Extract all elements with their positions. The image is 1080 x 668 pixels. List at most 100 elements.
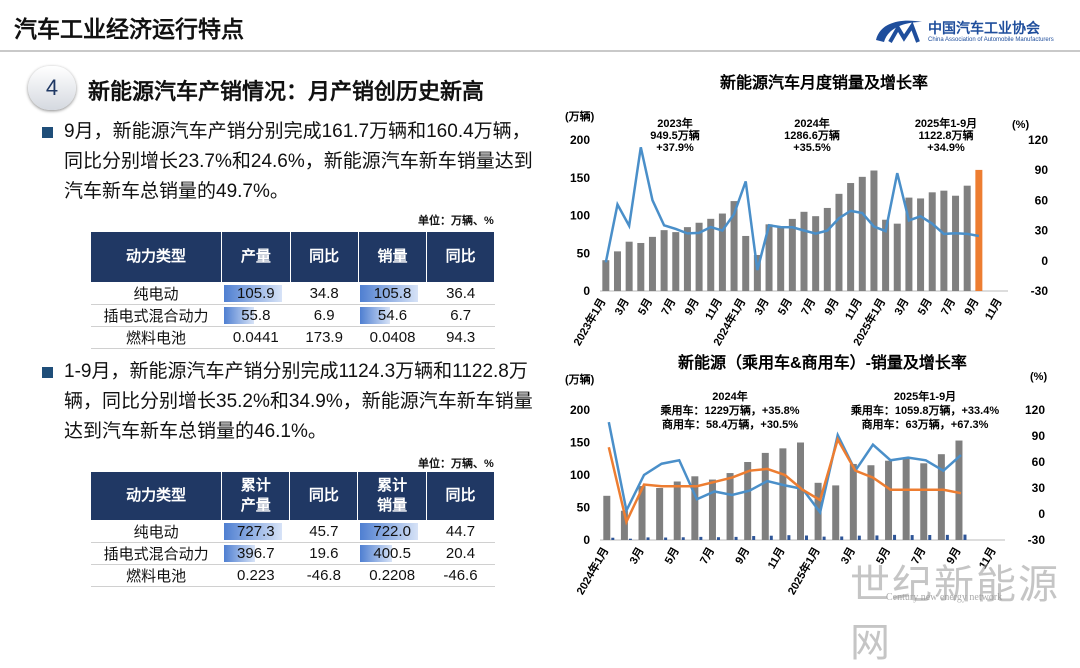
bar bbox=[835, 194, 842, 291]
cell-text: 173.9 bbox=[305, 329, 343, 346]
cell: 0.2208 bbox=[358, 565, 427, 587]
header-rule bbox=[0, 50, 1080, 52]
x-tick-label: 11月 bbox=[765, 545, 788, 571]
y-tick-label: 0 bbox=[583, 284, 590, 298]
cell: 19.6 bbox=[290, 543, 358, 565]
cell-text: 插电式混合动力 bbox=[104, 546, 209, 563]
y2-tick-label: 120 bbox=[1025, 403, 1045, 417]
bar bbox=[875, 535, 878, 540]
bar bbox=[929, 192, 936, 291]
y2-tick-label: 0 bbox=[1038, 507, 1045, 521]
bar bbox=[812, 216, 819, 291]
y2-tick-label: 90 bbox=[1035, 163, 1049, 177]
bar bbox=[717, 537, 720, 540]
x-tick-label: 9月 bbox=[732, 545, 752, 566]
cell-text: 722.0 bbox=[373, 523, 411, 540]
annotation: 2025年1-9月 bbox=[894, 389, 956, 403]
header-row: 动力类型产量同比销量同比 bbox=[91, 232, 495, 283]
bar bbox=[859, 177, 866, 291]
annotation: 2023年 bbox=[657, 116, 692, 130]
y2-tick-label: 90 bbox=[1032, 429, 1046, 443]
cell: 燃料电池 bbox=[91, 327, 222, 349]
x-tick-label: 2025年1月 bbox=[784, 545, 822, 598]
bar bbox=[952, 196, 959, 291]
bar bbox=[940, 191, 947, 291]
x-tick-label: 9月 bbox=[962, 296, 982, 317]
bar bbox=[762, 453, 769, 540]
annotation: 商用车：58.4万辆，+30.5% bbox=[662, 417, 798, 431]
header-row: 动力类型累计 产量同比累计 销量同比 bbox=[91, 472, 495, 521]
y2-tick-label: 120 bbox=[1028, 133, 1048, 147]
bar bbox=[626, 242, 633, 291]
cell: -46.6 bbox=[426, 565, 494, 587]
bar bbox=[672, 232, 679, 291]
logo-english: China Association of Automobile Manufact… bbox=[928, 37, 1054, 43]
cell: 727.3 bbox=[222, 521, 290, 543]
cell-text: 0.0441 bbox=[233, 329, 279, 346]
cell: 94.3 bbox=[427, 327, 495, 349]
y-axis-label: (万辆) bbox=[565, 109, 595, 123]
cell: 44.7 bbox=[426, 521, 494, 543]
bar bbox=[603, 496, 610, 540]
bar bbox=[885, 461, 892, 540]
cell: 400.5 bbox=[358, 543, 427, 565]
bar bbox=[674, 482, 681, 541]
y-tick-label: 150 bbox=[570, 436, 590, 450]
cell-text: 0.223 bbox=[237, 567, 275, 584]
y2-tick-label: 0 bbox=[1041, 254, 1048, 268]
x-tick-label: 3月 bbox=[627, 545, 647, 566]
cell-text: 36.4 bbox=[446, 285, 475, 302]
cell-text: 19.6 bbox=[309, 545, 338, 562]
cell: 45.7 bbox=[290, 521, 358, 543]
annotation: 商用车：63万辆，+67.3% bbox=[862, 417, 989, 431]
y-tick-label: 100 bbox=[570, 468, 590, 482]
bar bbox=[699, 537, 702, 540]
bar bbox=[664, 538, 667, 540]
y-tick-label: 100 bbox=[570, 209, 590, 223]
bar bbox=[779, 448, 786, 540]
cell-text: 44.7 bbox=[446, 523, 475, 540]
y2-tick-label: 60 bbox=[1032, 455, 1046, 469]
y2-axis-label: (%) bbox=[1012, 119, 1029, 131]
bar bbox=[823, 537, 826, 540]
watermark: 世纪新能源网 bbox=[850, 552, 1080, 668]
cell-text: 94.3 bbox=[446, 329, 475, 346]
unit: 单位：万辆、% bbox=[418, 455, 494, 471]
annotation: 2024年 bbox=[712, 389, 747, 403]
cell-text: 54.6 bbox=[378, 307, 407, 324]
cell-text: 燃料电池 bbox=[126, 330, 186, 347]
y2-tick-label: -30 bbox=[1028, 533, 1046, 547]
bar bbox=[920, 463, 927, 540]
bar bbox=[911, 535, 914, 540]
y2-tick-label: 60 bbox=[1035, 193, 1049, 207]
y2-tick-label: -30 bbox=[1031, 284, 1049, 298]
bar bbox=[611, 538, 614, 540]
cell: 54.6 bbox=[358, 305, 427, 327]
chart-title: 新能源汽车月度销量及增长率 bbox=[720, 73, 928, 92]
bullet: 9月，新能源汽车产销分别完成161.7万辆和160.4万辆，同比分别增长23.7… bbox=[40, 117, 540, 207]
bar bbox=[647, 537, 650, 540]
bar bbox=[742, 236, 749, 291]
cell: 插电式混合动力 bbox=[91, 305, 222, 327]
cell: 105.9 bbox=[222, 283, 291, 305]
cell: 6.7 bbox=[427, 305, 495, 327]
cell: -46.8 bbox=[290, 565, 358, 587]
bar bbox=[801, 212, 808, 291]
x-tick-label: 5月 bbox=[635, 296, 655, 317]
x-tick-label: 5月 bbox=[915, 296, 935, 317]
x-tick-label: 7月 bbox=[659, 296, 679, 317]
x-tick-label: 5月 bbox=[662, 545, 682, 566]
bar bbox=[661, 230, 668, 291]
cell: 纯电动 bbox=[91, 283, 222, 305]
bullet: 1-9月，新能源汽车产销分别完成1124.3万辆和1122.8万辆，同比分别增长… bbox=[40, 357, 540, 447]
x-tick-label: 7月 bbox=[798, 296, 818, 317]
cell-text: 燃料电池 bbox=[126, 568, 186, 585]
bar bbox=[805, 536, 808, 540]
annotation: +34.9% bbox=[927, 142, 965, 154]
x-tick-label: 11月 bbox=[842, 296, 865, 322]
cell: 105.8 bbox=[358, 283, 427, 305]
annotation: 2024年 bbox=[794, 116, 829, 130]
bar bbox=[787, 535, 790, 540]
